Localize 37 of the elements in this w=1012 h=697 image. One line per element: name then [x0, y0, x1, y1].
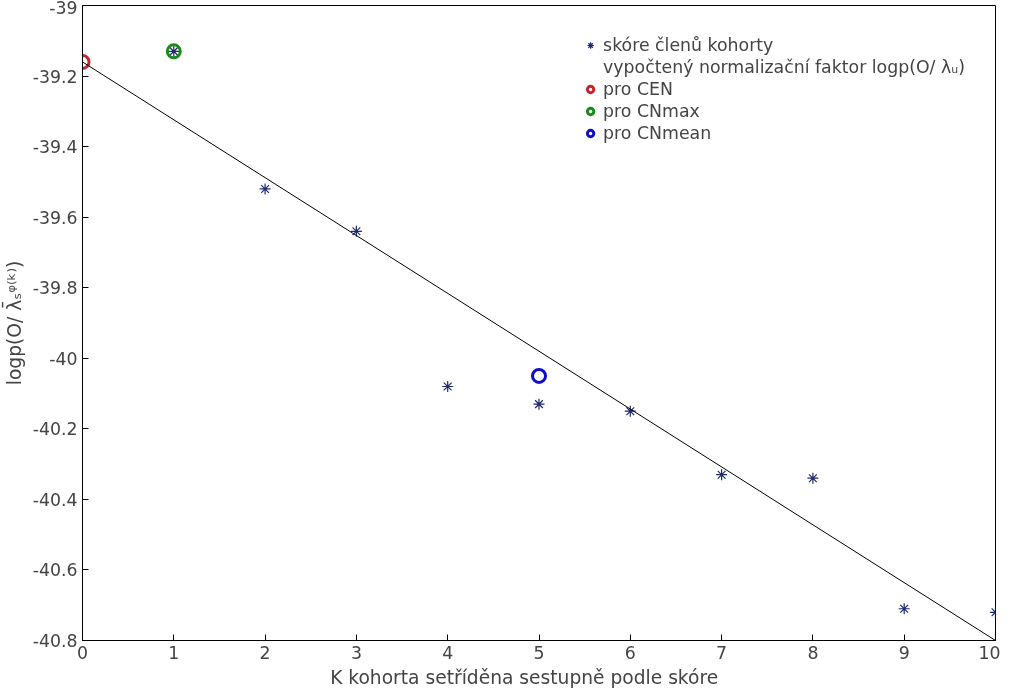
y-tick-label: -39.2: [32, 66, 78, 87]
legend-label: skóre členů kohorty: [603, 35, 774, 55]
x-axis-title: K kohorta setříděna sestupně podle skóre: [330, 666, 719, 688]
y-tick-label: -40.2: [32, 419, 78, 440]
annotation: vypočtený normalizační faktor logp(O/ λᵤ): [603, 57, 965, 77]
x-tick-label: 1: [168, 642, 180, 663]
legend-label: pro CNmax: [603, 101, 700, 121]
legend-label: pro CNmean: [603, 123, 712, 143]
x-tick-label: 2: [259, 642, 271, 663]
point: [624, 405, 637, 418]
x-tick-label: 5: [533, 642, 545, 663]
point: [806, 472, 819, 485]
point: [898, 602, 911, 615]
point: [715, 468, 728, 481]
y-tick-label: -40.8: [32, 631, 78, 651]
x-tick-label: 7: [716, 642, 728, 663]
y-tick-label: -40.4: [32, 489, 78, 510]
y-tick-label: -40: [49, 348, 78, 369]
y-tick-label: -40.6: [32, 560, 78, 581]
x-tick-label: 8: [807, 642, 819, 663]
y-tick-label: -39.8: [32, 278, 78, 299]
x-tick-label: 9: [898, 642, 910, 663]
point: [531, 367, 547, 384]
point: [532, 398, 546, 411]
point: [441, 380, 454, 393]
legend-label: pro CEN: [603, 79, 673, 99]
y-tick-label: -39.6: [32, 207, 78, 228]
x-tick-label: 3: [350, 642, 362, 663]
point: [350, 225, 363, 238]
point: [259, 182, 272, 196]
y-tick-label: -39.4: [32, 137, 78, 158]
y-axis-title: logp(O/ λ̄ₛᵠ⁽ᵏ⁾): [1, 260, 25, 386]
x-tick-label: 4: [442, 642, 454, 663]
x-tick-label: 6: [624, 642, 636, 663]
y-tick-label: -39: [49, 0, 78, 18]
x-tick-label: 10: [978, 642, 1001, 663]
x-tick-label: 0: [76, 642, 89, 663]
